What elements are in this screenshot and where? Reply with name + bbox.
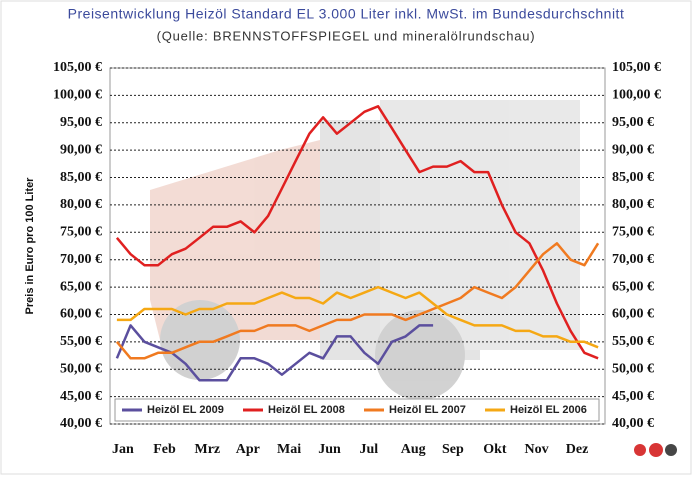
series-line xyxy=(115,242,600,360)
y2-tick-label: 45,00 € xyxy=(612,389,654,404)
legend-label: Heizöl EL 2007 xyxy=(389,404,466,416)
x-tick-label: Nov xyxy=(525,442,549,457)
x-tick-label: Apr xyxy=(236,442,260,457)
series-line xyxy=(115,105,599,360)
y-tick-label: 95,00 € xyxy=(60,115,102,130)
x-tick-label: Sep xyxy=(442,442,464,457)
y2-tick-label: 90,00 € xyxy=(612,142,654,157)
y-tick-label: 70,00 € xyxy=(60,252,102,267)
y2-tick-label: 80,00 € xyxy=(612,197,654,212)
y-tick-label: 50,00 € xyxy=(60,361,102,376)
y2-tick-label: 40,00 € xyxy=(612,416,654,431)
y2-tick-label: 50,00 € xyxy=(612,361,654,376)
y2-tick-label: 100,00 € xyxy=(612,88,661,103)
y2-tick-label: 105,00 € xyxy=(612,60,661,75)
y2-tick-label: 95,00 € xyxy=(612,115,654,130)
y2-tick-label: 65,00 € xyxy=(612,279,654,294)
y-axis-label: Preis in Euro pro 100 Liter xyxy=(24,177,36,315)
x-tick-label: Dez xyxy=(566,442,589,457)
y-tick-label: 75,00 € xyxy=(60,225,102,240)
x-tick-label: Aug xyxy=(401,442,426,457)
x-tick-label: Jan xyxy=(112,442,134,457)
y2-tick-label: 60,00 € xyxy=(612,307,654,322)
y-tick-label: 65,00 € xyxy=(60,279,102,294)
chart-title: Preisentwicklung Heizöl Standard EL 3.00… xyxy=(68,6,625,22)
x-tick-label: Jul xyxy=(360,442,379,457)
legend-label: Heizöl EL 2009 xyxy=(147,404,224,416)
legend-label: Heizöl EL 2006 xyxy=(510,404,587,416)
y-tick-label: 85,00 € xyxy=(60,170,102,185)
logo xyxy=(634,443,677,457)
x-tick-label: Okt xyxy=(483,442,507,457)
legend-label: Heizöl EL 2008 xyxy=(268,404,345,416)
y-tick-label: 40,00 € xyxy=(60,416,102,431)
y2-tick-label: 85,00 € xyxy=(612,170,654,185)
y2-tick-label: 55,00 € xyxy=(612,334,654,349)
plot-area xyxy=(109,67,606,425)
x-tick-label: Jun xyxy=(318,442,341,457)
y-tick-label: 55,00 € xyxy=(60,334,102,349)
series-line xyxy=(116,285,599,349)
x-tick-label: Feb xyxy=(153,442,176,457)
y-tick-label: 90,00 € xyxy=(60,142,102,157)
legend xyxy=(114,398,600,422)
y-tick-label: 105,00 € xyxy=(53,60,102,75)
y-tick-label: 80,00 € xyxy=(60,197,102,212)
y2-tick-label: 75,00 € xyxy=(612,225,654,240)
x-tick-label: Mai xyxy=(277,442,301,457)
y-tick-label: 45,00 € xyxy=(60,389,102,404)
y-tick-label: 60,00 € xyxy=(60,307,102,322)
x-tick-label: Mrz xyxy=(195,442,221,457)
y-tick-label: 100,00 € xyxy=(53,88,102,103)
chart-subtitle: (Quelle: BRENNSTOFFSPIEGEL und mineralöl… xyxy=(157,28,536,43)
y2-tick-label: 70,00 € xyxy=(612,252,654,267)
